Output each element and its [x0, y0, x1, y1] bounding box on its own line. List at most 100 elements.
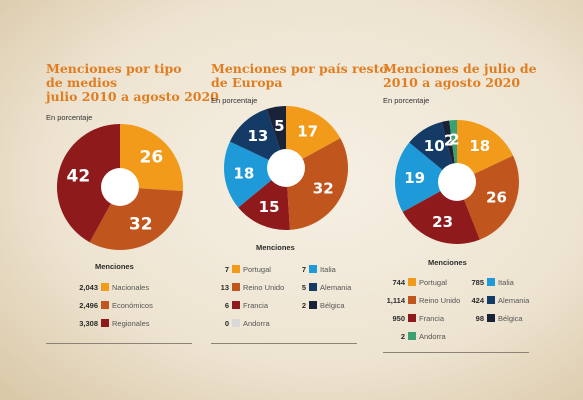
legend-swatch — [232, 301, 240, 309]
legend-swatch — [408, 314, 416, 322]
legend-swatch — [408, 278, 416, 286]
pie-slice-value-label: 26 — [486, 189, 507, 207]
legend-count: 744 — [392, 278, 405, 287]
divider — [46, 343, 192, 344]
donut-hole — [101, 168, 139, 206]
legend-swatch — [101, 319, 109, 327]
divider — [211, 343, 357, 344]
legend-item: 1,114 Reino Unido — [383, 296, 460, 307]
legend-swatch — [408, 332, 416, 340]
pie-slice-value-label: 18 — [233, 164, 254, 182]
legend-label: Regionales — [112, 319, 150, 328]
legend-count: 7 — [301, 265, 306, 274]
legend-item: 3,308 Regionales — [70, 319, 150, 330]
legend-count: 2 — [301, 301, 306, 310]
legend-label: Francia — [419, 314, 445, 323]
legend-title: Menciones — [95, 262, 134, 271]
legend-item: 7 Portugal — [215, 265, 271, 276]
pie-slice-value-label: 15 — [259, 198, 280, 216]
pie-slice-value-label: 26 — [140, 148, 164, 168]
legend-label: Alemania — [498, 296, 530, 305]
legend-count: 7 — [224, 265, 229, 274]
chart-title: Menciones por país resto de Europa — [211, 61, 388, 90]
legend-swatch — [309, 301, 317, 309]
legend-swatch — [232, 265, 240, 273]
legend-item: 2 Andorra — [383, 332, 446, 343]
legend-count: 424 — [471, 296, 484, 305]
legend-item: 6 Francia — [215, 301, 268, 312]
pie-slice-italia — [395, 142, 457, 212]
chart-title: Menciones por tipo de medios julio 2010 … — [46, 61, 219, 104]
pie-slice-value-label: 19 — [404, 169, 425, 187]
legend-item: 744 Portugal — [383, 278, 447, 289]
donut-chart-pais-europa: 17 32 15 18 13 5 — [224, 106, 348, 230]
legend-label: Portugal — [243, 265, 271, 274]
legend-label: Alemania — [320, 283, 352, 292]
chart-title: Menciones de julio de 2010 a agosto 2020 — [383, 61, 537, 90]
pie-slice-value-label: 32 — [129, 215, 153, 235]
legend-count: 6 — [224, 301, 229, 310]
legend-item: 0 Andorra — [215, 319, 270, 330]
pie-slice-value-label: 10 — [424, 137, 445, 155]
chart-subtitle: En porcentaje — [383, 96, 430, 105]
legend-item: 950 Francia — [383, 314, 444, 325]
legend-item: 424 Alemania — [466, 296, 529, 307]
pie-slice-value-label: 32 — [313, 179, 334, 197]
divider — [383, 352, 529, 353]
legend-label: Económicos — [112, 301, 153, 310]
legend-count: 98 — [475, 314, 484, 323]
pie-slice-italia — [224, 141, 286, 208]
legend-count: 0 — [224, 319, 229, 328]
pie-slice-nacionales — [120, 124, 183, 191]
legend-item: 5 Alemania — [292, 283, 351, 294]
legend-count: 3,308 — [79, 319, 98, 328]
legend-title: Menciones — [428, 258, 467, 267]
pie-slice-value-label: 42 — [67, 166, 91, 186]
legend-count: 785 — [471, 278, 484, 287]
legend-item: 785 Italia — [466, 278, 514, 289]
chart-subtitle: En porcentaje — [211, 96, 258, 105]
legend-label: Francia — [243, 301, 269, 310]
legend-swatch — [101, 301, 109, 309]
legend-count: 1,114 — [386, 296, 405, 305]
legend-swatch — [309, 265, 317, 273]
pie-slice-value-label: 17 — [297, 122, 318, 140]
legend-label: Reino Unido — [419, 296, 461, 305]
legend-label: Italia — [498, 278, 514, 287]
legend-item: 98 Bélgica — [466, 314, 523, 325]
legend-swatch — [408, 296, 416, 304]
legend-swatch — [487, 314, 495, 322]
legend-item: 2 Bélgica — [292, 301, 345, 312]
legend-title: Menciones — [256, 243, 295, 252]
legend-label: Andorra — [419, 332, 446, 341]
legend-swatch — [309, 283, 317, 291]
donut-chart-menciones-total: 18 26 23 19 10 22 — [395, 120, 519, 244]
pie-slice-alemania — [409, 121, 457, 182]
legend-item: 2,043 Nacionales — [70, 283, 149, 294]
pie-slice-value-label: 18 — [469, 137, 490, 155]
legend-count: 2,496 — [79, 301, 98, 310]
legend-label: Andorra — [243, 319, 270, 328]
legend-count: 2 — [400, 332, 405, 341]
legend-swatch — [232, 283, 240, 291]
legend-label: Portugal — [419, 278, 447, 287]
chart-subtitle: En porcentaje — [46, 113, 93, 122]
pie-slice-portugal — [457, 120, 514, 182]
legend-swatch — [487, 296, 495, 304]
donut-hole — [267, 149, 305, 187]
legend-swatch — [101, 283, 109, 291]
donut-hole — [438, 163, 476, 201]
legend-count: 2,043 — [79, 283, 98, 292]
donut-chart-tipo-medios: 26 32 42 — [56, 124, 183, 250]
pie-slice-value-label: 13 — [247, 127, 268, 145]
legend-label: Italia — [320, 265, 336, 274]
legend-swatch — [232, 319, 240, 327]
legend-label: Bélgica — [320, 301, 345, 310]
legend-count: 5 — [301, 283, 306, 292]
legend-count: 13 — [220, 283, 229, 292]
legend-label: Nacionales — [112, 283, 150, 292]
pie-slice-value-label: 2 — [449, 131, 459, 149]
legend-item: 13 Reino Unido — [215, 283, 284, 294]
legend-item: 7 Italia — [292, 265, 336, 276]
pie-slice-value-label: 2 — [444, 131, 454, 149]
